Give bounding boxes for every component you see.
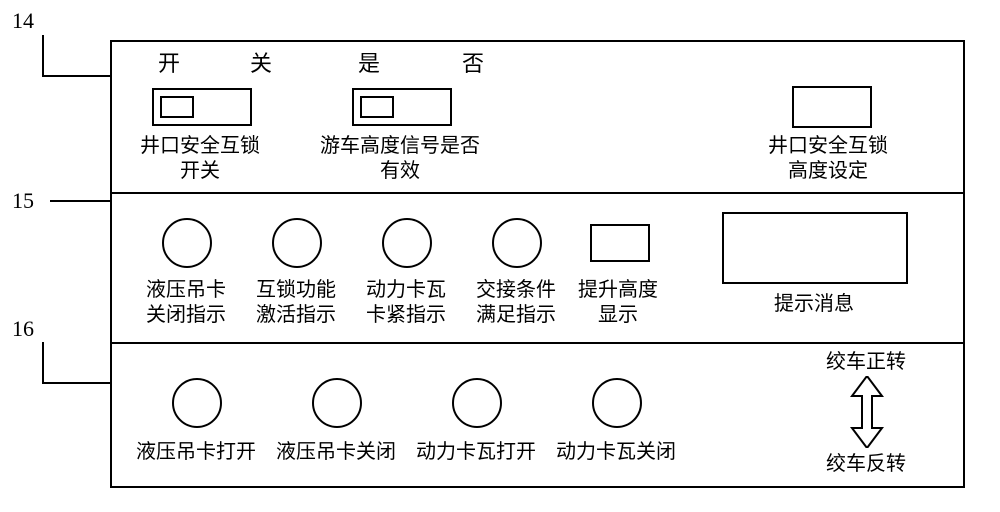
leader-14-v (42, 35, 44, 75)
toggle-block-height-signal[interactable] (352, 88, 452, 126)
ref-14: 14 (12, 8, 34, 34)
winch-fwd-label: 绞车正转 (826, 350, 906, 375)
row2-rect-label: 提升高度 显示 (578, 278, 658, 328)
btn-slips-open[interactable] (452, 378, 502, 428)
leader-16-h (42, 382, 110, 384)
row3-c3-label: 动力卡瓦打开 (416, 440, 536, 465)
toggle1-label: 井口安全互锁 开关 (140, 134, 260, 184)
divider-2 (112, 342, 963, 344)
row2-c3-label: 动力卡瓦 卡紧指示 (366, 278, 446, 328)
divider-1 (112, 192, 963, 194)
hdr-no: 否 (462, 50, 484, 78)
indicator-elevator-closed (162, 218, 212, 268)
btn-slips-close[interactable] (592, 378, 642, 428)
hoist-height-display (590, 224, 650, 262)
hdr-on: 开 (158, 50, 180, 78)
row3-c2-label: 液压吊卡关闭 (276, 440, 396, 465)
leader-16-v (42, 342, 44, 382)
hdr-off: 关 (250, 50, 272, 78)
hdr-yes: 是 (358, 50, 380, 78)
height-set-input[interactable] (792, 86, 872, 128)
indicator-slips-tight (382, 218, 432, 268)
ref-16: 16 (12, 316, 34, 342)
row3-c1-label: 液压吊卡打开 (136, 440, 256, 465)
ref-15: 15 (12, 188, 34, 214)
leader-15-h (50, 200, 110, 202)
indicator-interlock-active (272, 218, 322, 268)
toggle2-label: 游车高度信号是否 有效 (320, 134, 480, 184)
toggle-wellhead-interlock-knob (160, 96, 194, 118)
winch-rev-label: 绞车反转 (826, 452, 906, 477)
height-set-label: 井口安全互锁 高度设定 (768, 134, 888, 184)
leader-14-h (42, 75, 110, 77)
row2-c2-label: 互锁功能 激活指示 (256, 278, 336, 328)
row3-c4-label: 动力卡瓦关闭 (556, 440, 676, 465)
stage: 14 15 16 开 关 是 否 井口安全互锁 开关 游车高度信号是否 有效 井… (0, 0, 1000, 512)
row2-c1-label: 液压吊卡 关闭指示 (146, 278, 226, 328)
row2-msg-label: 提示消息 (774, 292, 854, 317)
message-display (722, 212, 908, 284)
toggle-wellhead-interlock[interactable] (152, 88, 252, 126)
toggle-block-height-signal-knob (360, 96, 394, 118)
row2-c4-label: 交接条件 满足指示 (476, 278, 556, 328)
btn-elevator-open[interactable] (172, 378, 222, 428)
main-panel: 开 关 是 否 井口安全互锁 开关 游车高度信号是否 有效 井口安全互锁 高度设… (110, 40, 965, 488)
indicator-handover-ok (492, 218, 542, 268)
btn-elevator-close[interactable] (312, 378, 362, 428)
winch-double-arrow-icon[interactable] (850, 376, 884, 448)
